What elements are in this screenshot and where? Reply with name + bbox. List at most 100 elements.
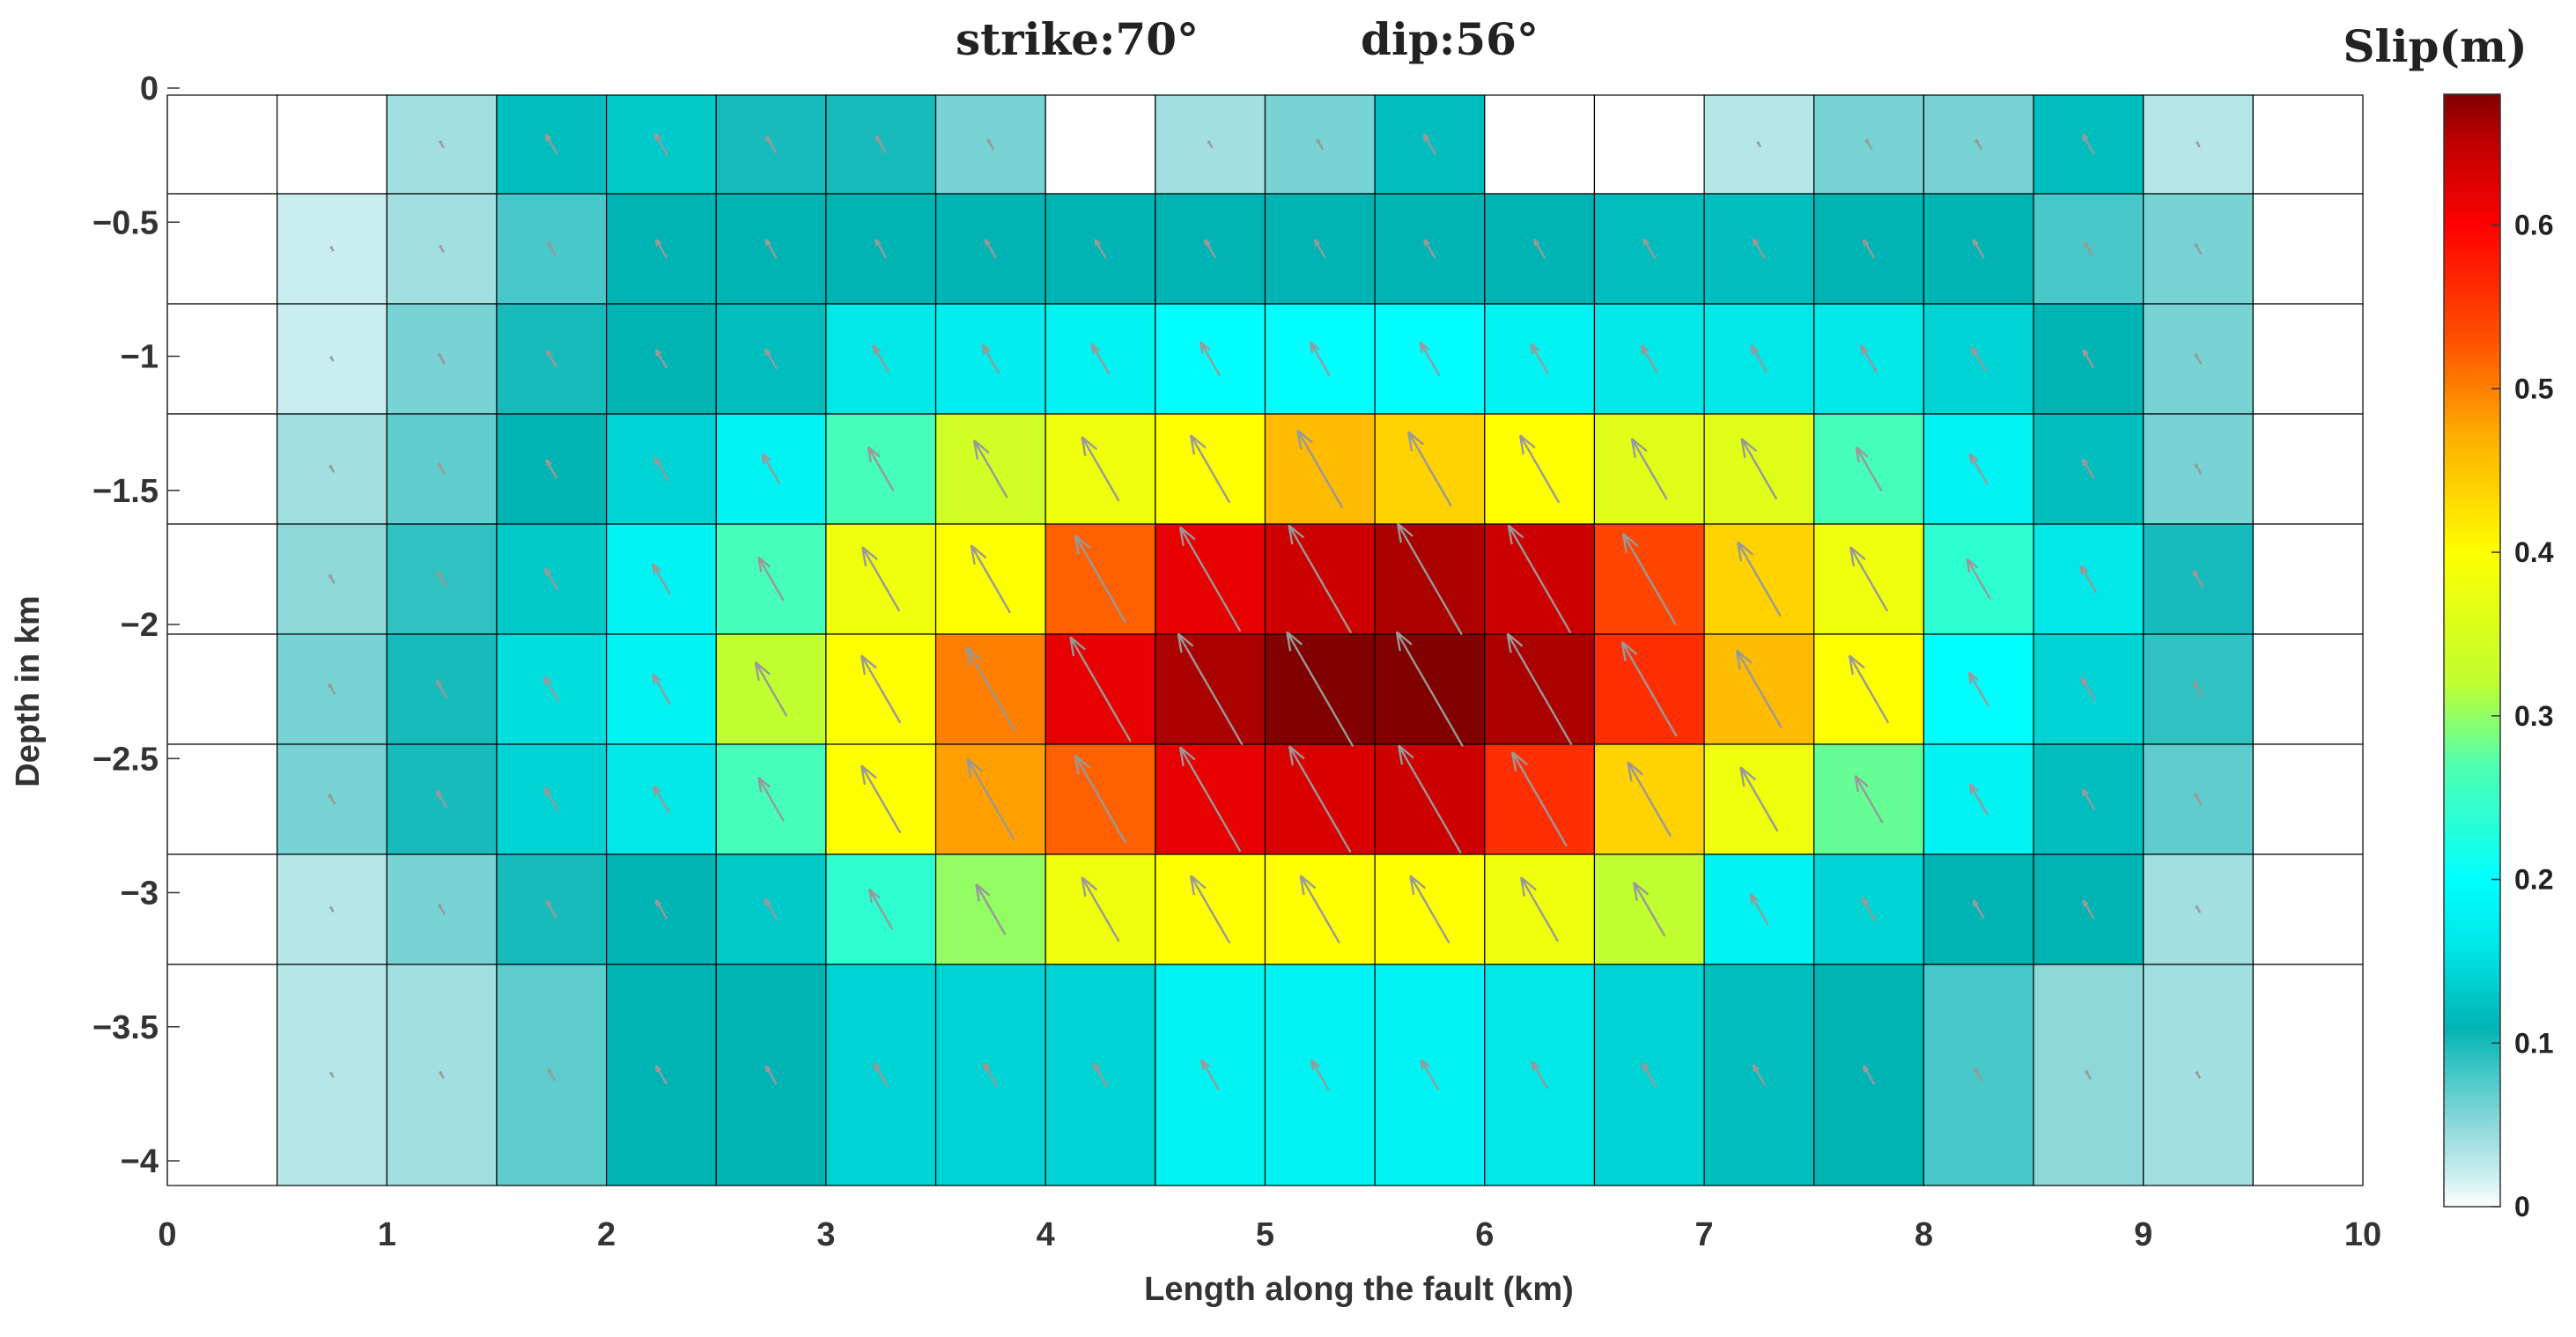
slip-vector (1862, 239, 1876, 259)
slip-vector (1074, 754, 1127, 844)
slip-vector (1407, 431, 1452, 507)
y-tick-label: −0.5 (92, 204, 159, 241)
slip-vector (1422, 133, 1437, 156)
slip-vector (757, 776, 785, 822)
slip-vector (1069, 636, 1132, 742)
slip-vector (1074, 534, 1127, 624)
slip-vector (1288, 745, 1352, 853)
y-tick-label: −1.5 (92, 473, 159, 510)
slip-vector (2194, 242, 2203, 255)
slip-vector (329, 905, 335, 912)
slip-vector (2192, 570, 2204, 588)
slip-vector (654, 1065, 668, 1085)
slip-vector (1299, 875, 1340, 944)
slip-cell (277, 94, 388, 195)
slip-vector (2080, 676, 2097, 702)
slip-cell (1593, 94, 1705, 195)
slip-vector (329, 245, 335, 252)
slip-vector (1395, 631, 1465, 748)
x-tick-label: 7 (1695, 1216, 1714, 1253)
slip-vector (1092, 1062, 1109, 1088)
slip-vector (1286, 631, 1354, 748)
slip-cell (2252, 94, 2364, 195)
slip-vector (2082, 349, 2095, 369)
slip-vector (867, 446, 895, 491)
slip-vector (1740, 438, 1778, 500)
slip-vector (1309, 341, 1331, 377)
slip-vector (872, 344, 890, 373)
slip-vector (1207, 140, 1214, 149)
slip-vector (438, 903, 446, 915)
slip-cell (166, 523, 278, 635)
slip-vector (328, 464, 336, 473)
slip-vector (545, 350, 557, 368)
slip-cell (166, 94, 278, 195)
slip-vector (1642, 238, 1657, 260)
slip-vector (970, 544, 1011, 614)
slip-vector (2193, 792, 2203, 806)
slip-vector (1627, 761, 1672, 838)
slip-vector (1752, 1064, 1767, 1086)
slip-vector (764, 1065, 778, 1085)
slip-vector (1864, 138, 1873, 151)
y-axis-ticks: 0 −0.5 −1 −1.5 −2 −2.5 −3 −3.5 −4 (92, 70, 180, 1180)
slip-vector (1632, 882, 1666, 937)
slip-vector (437, 462, 447, 476)
slip-vector (757, 556, 785, 602)
slip-vector (543, 676, 560, 703)
x-tick-label: 5 (1256, 1216, 1274, 1253)
slip-vector (1310, 1059, 1330, 1091)
x-tick-label: 10 (2344, 1216, 2381, 1253)
slip-vector (2196, 141, 2201, 148)
slip-vector (1972, 899, 1985, 920)
slip-vector (1178, 526, 1242, 632)
slip-vector (1848, 654, 1890, 724)
slip-vector (860, 654, 902, 724)
x-tick-label: 8 (1915, 1216, 1933, 1253)
x-axis-ticks: 0 1 2 3 4 5 6 7 8 9 10 (158, 1216, 2381, 1253)
slip-cell (166, 413, 278, 525)
y-tick-label: 0 (140, 70, 159, 107)
slip-vector (1178, 746, 1242, 853)
slip-vector (651, 673, 671, 705)
slip-vector (1966, 558, 1991, 601)
slip-vector (654, 239, 668, 259)
x-tick-label: 6 (1475, 1216, 1494, 1253)
slip-vector (986, 138, 995, 151)
slip-vector (1090, 343, 1111, 375)
slip-vector (1296, 429, 1344, 509)
slip-vector (2083, 240, 2093, 256)
x-tick-label: 2 (597, 1216, 616, 1253)
slip-vector (2192, 680, 2204, 698)
slip-vector (1313, 239, 1326, 259)
y-tick-label: −2.5 (92, 741, 159, 778)
slip-vector (1860, 344, 1878, 373)
slip-cell (2252, 523, 2364, 635)
slip-vector (436, 570, 447, 587)
slip-cell (934, 303, 1046, 415)
y-tick-label: −2 (121, 607, 159, 644)
y-tick-label: −3.5 (92, 1009, 159, 1046)
slip-vector (1972, 239, 1985, 259)
slip-cell (1484, 94, 1596, 195)
slip-vector (754, 661, 788, 717)
slip-cell (2252, 633, 2364, 745)
colorbar-tick-label: 0 (2514, 1191, 2530, 1223)
slip-vector (1081, 876, 1120, 942)
slip-vector (1854, 774, 1884, 824)
slip-vector (1968, 783, 1989, 816)
dip-title: dip:56° (1361, 13, 1539, 65)
slip-vector (1735, 649, 1783, 729)
slip-cell (2143, 94, 2254, 195)
slip-vector (1203, 239, 1217, 259)
slip-vector (439, 244, 445, 253)
slip-vector (764, 135, 778, 154)
slip-vector (1739, 766, 1779, 832)
slip-vector (1967, 671, 1989, 707)
slip-vector (2195, 905, 2202, 913)
colorbar-tick-label: 0.2 (2514, 864, 2553, 896)
slip-vector (1506, 632, 1573, 746)
slip-vector (1531, 1060, 1548, 1090)
slip-vector (328, 573, 336, 584)
slip-vector (1855, 446, 1883, 491)
